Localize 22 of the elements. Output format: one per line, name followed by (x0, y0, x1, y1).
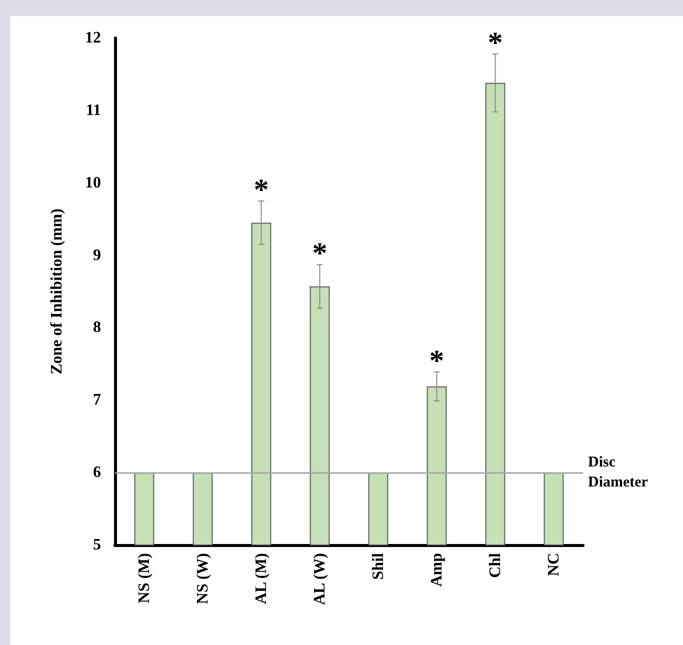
y-tick-label: 7 (93, 392, 101, 409)
annotation: * (312, 237, 328, 270)
annotation: * (488, 26, 503, 60)
annotation: * (254, 173, 269, 206)
x-tick-label: NS (W) (194, 553, 212, 604)
y-tick-label: 10 (85, 174, 101, 192)
ref-line-label: Disc Diameter (588, 454, 648, 491)
y-tick-label: 12 (85, 30, 101, 46)
y-tick-label: 6 (93, 464, 101, 482)
y-tick-label: 11 (86, 102, 101, 119)
x-tick-label: NC (545, 553, 562, 576)
x-tick-label: Chl (486, 552, 504, 578)
x-tick-label: AL (M) (252, 553, 270, 604)
x-tick-label: AL (W) (311, 553, 328, 605)
x-tick-label: Shil (370, 552, 387, 580)
y-tick-label: 8 (93, 319, 101, 336)
y-tick-label: 9 (93, 246, 101, 264)
x-tick-label: Amp (428, 552, 446, 587)
annotation: * (429, 344, 444, 378)
y-tick-label: 5 (93, 536, 101, 554)
y-axis-title: Zone of Inhibition (mm) (48, 208, 66, 374)
x-tick-label: NS (M) (136, 553, 153, 604)
